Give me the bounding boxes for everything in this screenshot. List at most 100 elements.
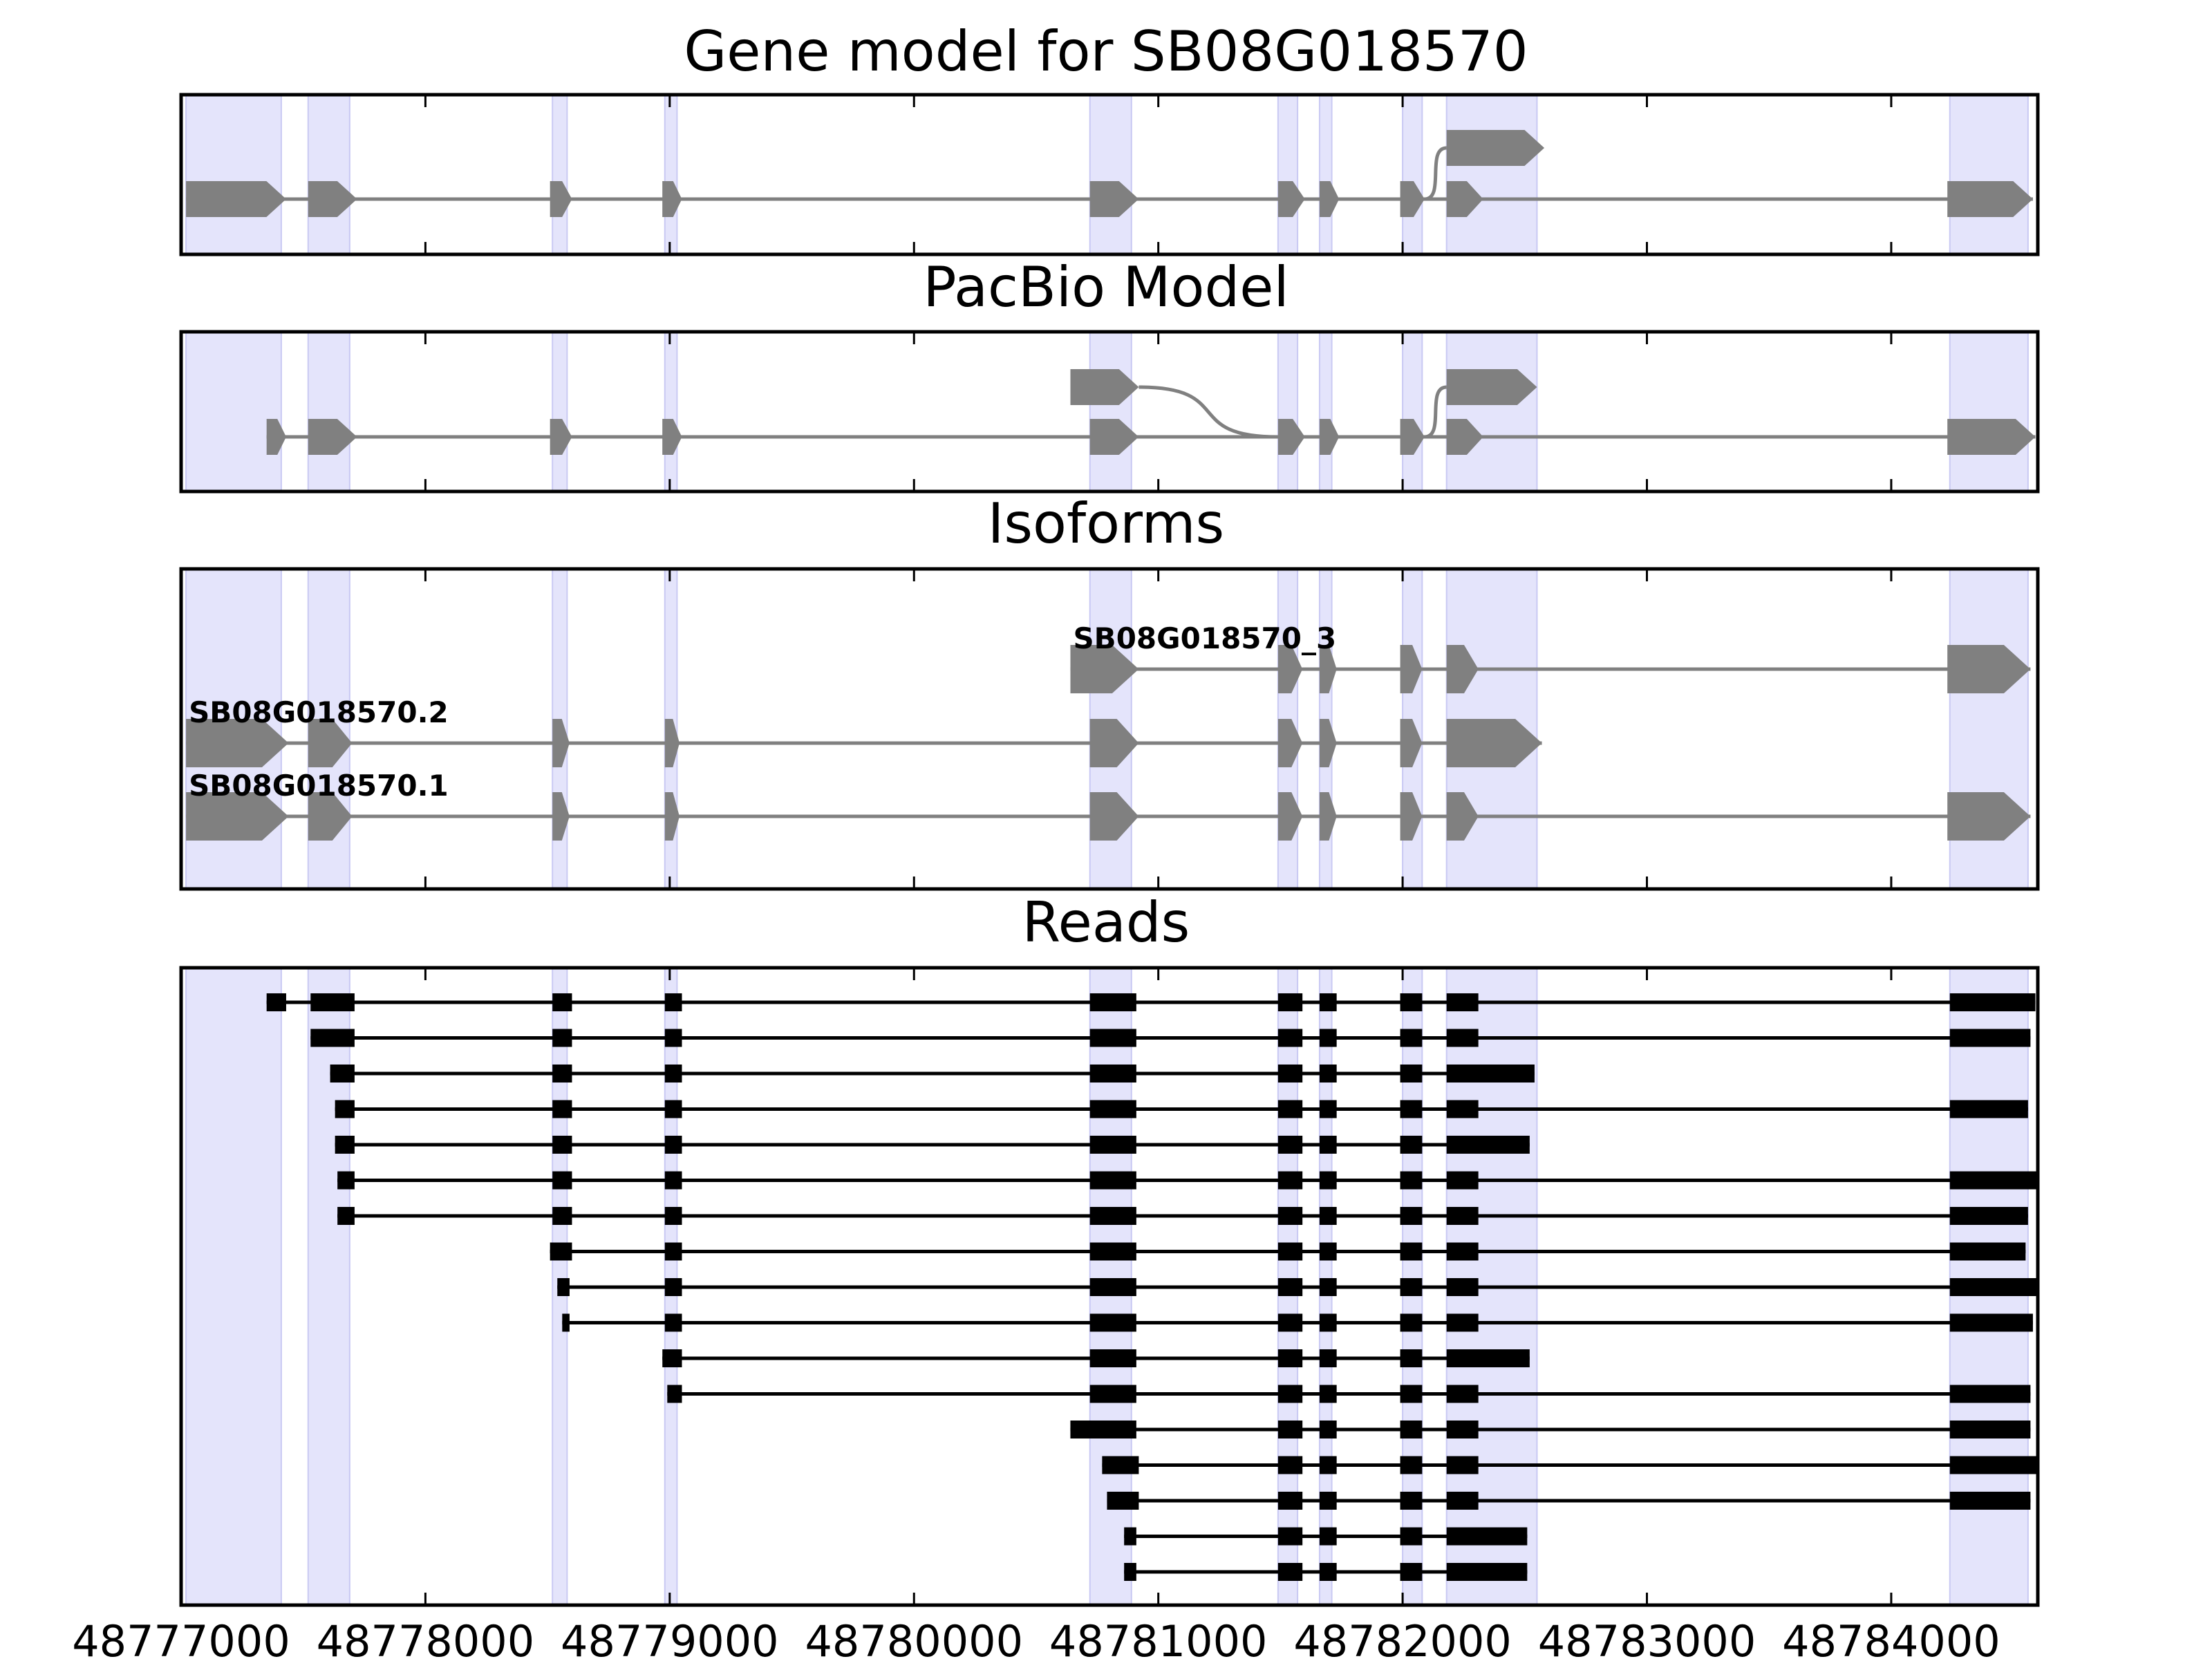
isoform-exon bbox=[308, 792, 353, 841]
gene-model-exon-region bbox=[185, 94, 282, 255]
read-block bbox=[1949, 1242, 2026, 1261]
read-block bbox=[1446, 1171, 1479, 1190]
gene-model-frame bbox=[179, 93, 2040, 256]
read-block bbox=[1277, 1029, 1303, 1047]
read-block bbox=[266, 993, 286, 1011]
read-block bbox=[1446, 1349, 1530, 1367]
read-block bbox=[1446, 1527, 1528, 1546]
isoform-exon bbox=[1446, 719, 1542, 767]
read-block bbox=[1089, 1136, 1136, 1154]
gene-model-alt-exon bbox=[1446, 130, 1545, 166]
read-block bbox=[1319, 1242, 1337, 1261]
read-block bbox=[664, 1100, 682, 1118]
read-block bbox=[1446, 1313, 1479, 1332]
read-block bbox=[1446, 1100, 1479, 1118]
isoform-exon bbox=[1070, 645, 1139, 693]
isoform-exon bbox=[1277, 719, 1303, 767]
isoform-exon bbox=[1277, 645, 1303, 693]
isoform-exon bbox=[1089, 719, 1139, 767]
x-tick-label: 48783000 bbox=[1538, 1616, 1756, 1659]
pacbio-model-frame bbox=[179, 330, 2040, 494]
gene-model-exon-region bbox=[1949, 94, 2029, 255]
read-block bbox=[1446, 1242, 1479, 1261]
x-tick-label: 48784000 bbox=[1782, 1616, 2000, 1659]
gene-model-exon bbox=[1947, 181, 2033, 217]
gene-model-exon-region bbox=[1318, 94, 1333, 255]
gene-model-alt-connector bbox=[1424, 146, 1447, 201]
read-block bbox=[1319, 1456, 1337, 1474]
read-block bbox=[552, 993, 572, 1011]
read-block bbox=[1319, 1136, 1337, 1154]
isoform-exon bbox=[1947, 645, 2031, 693]
read-block bbox=[662, 1349, 682, 1367]
read-block bbox=[1089, 1385, 1136, 1403]
gene-model-exon-region bbox=[307, 94, 350, 255]
x-tick-label: 48782000 bbox=[1293, 1616, 1512, 1659]
read-block bbox=[1400, 993, 1423, 1011]
read-block bbox=[1277, 993, 1303, 1011]
read-block bbox=[1949, 1456, 2038, 1474]
read-block bbox=[1446, 993, 1479, 1011]
read-block bbox=[1319, 1563, 1337, 1581]
read-block bbox=[1319, 1171, 1337, 1190]
pacbio-model-upper-exon bbox=[1070, 369, 1139, 405]
read-block bbox=[1319, 1421, 1337, 1438]
read-block bbox=[1446, 1029, 1479, 1047]
read-block bbox=[664, 1065, 682, 1082]
read-block bbox=[1446, 1207, 1479, 1225]
isoform-exon bbox=[1277, 792, 1303, 841]
read-block bbox=[1400, 1136, 1423, 1154]
read-block bbox=[1400, 1171, 1423, 1190]
read-block bbox=[1089, 1029, 1136, 1047]
read-block bbox=[1319, 1029, 1337, 1047]
isoform-exon bbox=[186, 719, 289, 767]
pacbio-model-exon bbox=[1947, 419, 2036, 455]
read-block bbox=[1400, 1421, 1423, 1438]
read-block bbox=[1277, 1065, 1303, 1082]
read-block bbox=[552, 1065, 572, 1082]
read-block bbox=[1400, 1492, 1423, 1510]
gene-model-exon-region bbox=[1277, 94, 1299, 255]
isoform-exon bbox=[664, 719, 679, 767]
pacbio-model-exon-region bbox=[552, 331, 568, 492]
gene-model-exon-region bbox=[1402, 94, 1423, 255]
read-block bbox=[1089, 1313, 1136, 1332]
pacbio-model-exon-region bbox=[1949, 331, 2029, 492]
read-block bbox=[1277, 1171, 1303, 1190]
read-block bbox=[1319, 1207, 1337, 1225]
read-block bbox=[1446, 1421, 1479, 1438]
read-block bbox=[1319, 1278, 1337, 1296]
read-block bbox=[664, 1242, 682, 1261]
read-block bbox=[310, 1029, 355, 1047]
read-block bbox=[664, 1278, 682, 1296]
pacbio-model-exon-region bbox=[664, 331, 678, 492]
pacbio-model-exon bbox=[662, 419, 682, 455]
read-block bbox=[1089, 1242, 1136, 1261]
read-block bbox=[664, 1207, 682, 1225]
read-block bbox=[664, 993, 682, 1011]
isoform-label: SB08G018570_3 bbox=[1073, 621, 1336, 655]
pacbio-model-exon-region bbox=[1318, 331, 1333, 492]
x-tick-label: 48778000 bbox=[317, 1616, 535, 1659]
isoform-exon bbox=[664, 792, 679, 841]
read-block bbox=[1277, 1136, 1303, 1154]
read-block bbox=[552, 1136, 572, 1154]
read-block bbox=[330, 1065, 355, 1082]
isoform-exon bbox=[1319, 645, 1337, 693]
isoform-exon bbox=[1400, 645, 1423, 693]
gene-model-panel bbox=[179, 93, 2040, 256]
read-block bbox=[1400, 1207, 1423, 1225]
pacbio-model-exon bbox=[308, 419, 357, 455]
read-block bbox=[1102, 1456, 1139, 1474]
isoform-label: SB08G018570.2 bbox=[189, 695, 449, 729]
read-block bbox=[1400, 1527, 1423, 1546]
read-block bbox=[1277, 1100, 1303, 1118]
isoforms-title: Isoforms bbox=[988, 491, 1224, 556]
pacbio-model-exon bbox=[1089, 419, 1139, 455]
read-block bbox=[1089, 1278, 1136, 1296]
isoform-exon bbox=[1400, 792, 1423, 841]
read-block bbox=[664, 1171, 682, 1190]
gene-model-title: Gene model for SB08G018570 bbox=[684, 19, 1528, 84]
read-block bbox=[1949, 1278, 2038, 1296]
read-block bbox=[1319, 993, 1337, 1011]
